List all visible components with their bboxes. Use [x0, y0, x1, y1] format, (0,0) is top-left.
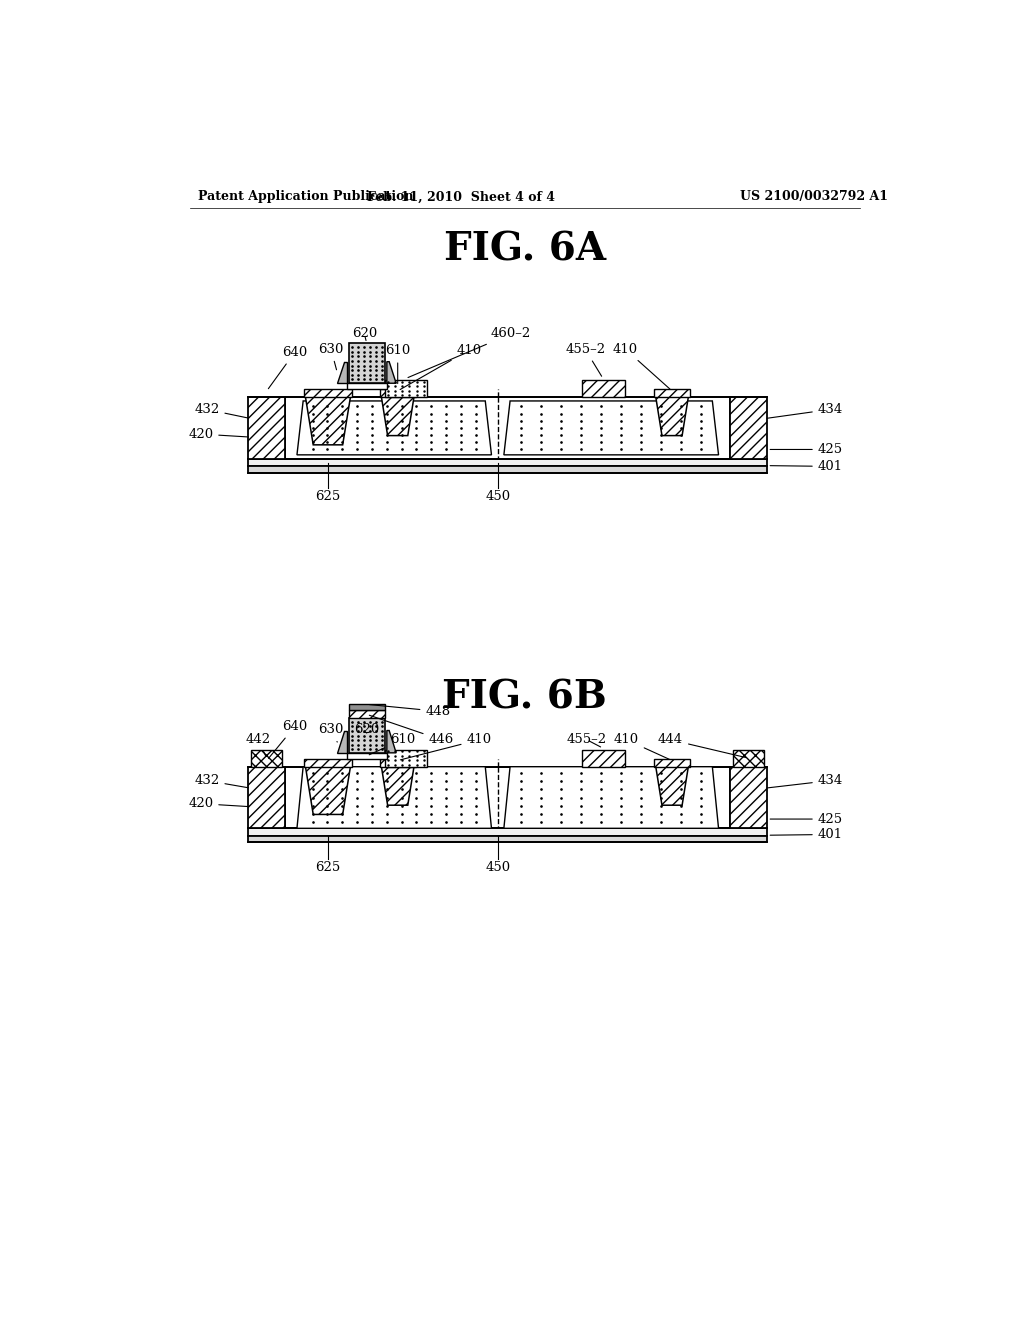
Bar — [385, 380, 427, 397]
Bar — [304, 759, 352, 767]
Text: 455–2: 455–2 — [565, 343, 605, 376]
Text: 401: 401 — [770, 828, 843, 841]
Text: FIG. 6B: FIG. 6B — [442, 678, 607, 717]
Text: 625: 625 — [315, 861, 341, 874]
Bar — [346, 752, 387, 759]
Bar — [248, 836, 767, 842]
Text: 432: 432 — [195, 403, 249, 418]
Text: 410: 410 — [400, 343, 481, 389]
Polygon shape — [655, 397, 688, 436]
Text: N–Well: N–Well — [379, 425, 423, 437]
Text: 620: 620 — [352, 327, 377, 341]
Text: 448: 448 — [370, 705, 451, 718]
Text: 420: 420 — [188, 428, 249, 441]
Text: 432: 432 — [195, 774, 249, 788]
Bar — [733, 750, 764, 767]
Polygon shape — [305, 767, 350, 814]
Text: 625: 625 — [315, 490, 341, 503]
Bar — [583, 380, 625, 397]
Polygon shape — [387, 730, 396, 752]
Text: N–Well: N–Well — [379, 795, 423, 807]
Bar — [286, 397, 730, 459]
Text: 434: 434 — [767, 403, 843, 418]
Text: US 2100/0032792 A1: US 2100/0032792 A1 — [740, 190, 888, 203]
Text: 610: 610 — [385, 345, 411, 384]
Bar — [349, 343, 385, 383]
Text: 442: 442 — [246, 733, 270, 756]
Text: P–Well: P–Well — [567, 795, 609, 807]
Text: FIG. 6A: FIG. 6A — [443, 230, 606, 268]
Bar — [380, 759, 416, 767]
Polygon shape — [297, 401, 492, 455]
Bar — [349, 718, 385, 752]
Polygon shape — [504, 767, 719, 829]
Polygon shape — [337, 730, 346, 752]
Text: 410: 410 — [613, 733, 670, 759]
Text: 450: 450 — [485, 861, 510, 874]
Bar — [251, 750, 283, 767]
Bar — [730, 397, 767, 459]
Bar — [583, 750, 625, 767]
Text: 434: 434 — [767, 774, 843, 788]
Text: P–Well: P–Well — [567, 425, 609, 437]
Bar — [248, 397, 286, 459]
Text: 610: 610 — [370, 733, 415, 755]
Bar — [304, 389, 352, 397]
Polygon shape — [297, 767, 492, 829]
Polygon shape — [655, 767, 688, 805]
Text: 630: 630 — [318, 343, 344, 370]
Polygon shape — [504, 401, 719, 455]
Text: Patent Application Publication: Patent Application Publication — [198, 190, 414, 203]
Text: 446: 446 — [370, 715, 454, 746]
Bar — [385, 750, 427, 767]
Bar — [349, 710, 385, 718]
Bar — [286, 767, 730, 829]
Bar — [730, 767, 767, 829]
Text: 425: 425 — [770, 813, 843, 825]
Bar — [380, 389, 416, 397]
Text: 425: 425 — [770, 444, 843, 455]
Text: 630: 630 — [318, 723, 344, 742]
Text: 640: 640 — [268, 346, 307, 388]
Bar — [248, 466, 767, 473]
Text: Feb. 11, 2010  Sheet 4 of 4: Feb. 11, 2010 Sheet 4 of 4 — [368, 190, 555, 203]
Text: 410: 410 — [613, 343, 670, 389]
Bar — [654, 759, 690, 767]
Polygon shape — [381, 397, 414, 436]
Polygon shape — [387, 362, 396, 383]
Bar — [248, 459, 767, 466]
Polygon shape — [381, 767, 414, 805]
Bar — [654, 389, 690, 397]
Text: 410: 410 — [400, 733, 492, 760]
Bar — [248, 767, 286, 829]
Bar — [248, 829, 767, 836]
Polygon shape — [305, 397, 350, 445]
Text: 620: 620 — [354, 723, 379, 737]
Polygon shape — [337, 362, 346, 383]
Text: 420: 420 — [188, 797, 249, 810]
Text: 455–2: 455–2 — [566, 733, 607, 747]
Text: 444: 444 — [658, 733, 746, 758]
Text: 450: 450 — [485, 490, 510, 503]
Text: 401: 401 — [770, 459, 843, 473]
Bar — [346, 383, 387, 389]
Text: 640: 640 — [268, 721, 307, 759]
Bar — [349, 705, 385, 710]
Text: 460–2: 460–2 — [408, 327, 531, 378]
